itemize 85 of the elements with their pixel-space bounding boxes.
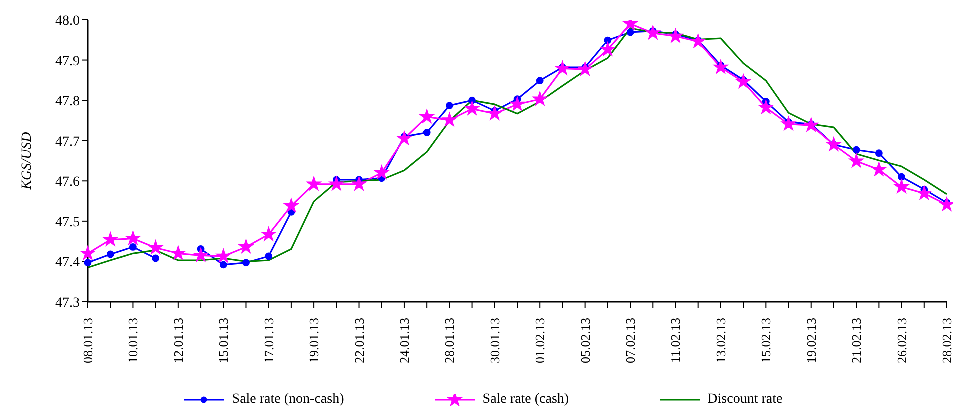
x-tick-label: 19.01.13	[306, 318, 322, 364]
y-tick-label: 48.0	[56, 14, 80, 29]
point	[556, 61, 570, 75]
point	[84, 259, 92, 267]
point	[532, 92, 548, 106]
y-tick-label: 47.3	[56, 296, 80, 311]
point	[875, 150, 883, 158]
x-tick-label: 30.01.13	[487, 318, 502, 364]
legend-label: Discount rate	[708, 392, 783, 408]
x-tick-label: 22.01.13	[352, 318, 367, 364]
x-tick-label: 01.02.13	[532, 318, 548, 364]
point	[536, 77, 544, 85]
point	[804, 118, 819, 132]
point	[239, 240, 254, 254]
x-tick-label: 19.02.13	[804, 318, 819, 364]
point	[488, 106, 502, 120]
x-tick-label: 08.01.13	[80, 318, 96, 364]
point	[242, 259, 250, 267]
point	[126, 231, 140, 245]
point	[148, 240, 163, 254]
x-tick-label: 21.02.13	[849, 318, 864, 364]
point	[646, 26, 660, 40]
x-tick-label: 15.02.13	[758, 318, 774, 364]
x-tick-label: 24.01.13	[396, 318, 412, 364]
point	[265, 252, 273, 260]
point	[759, 100, 774, 114]
point	[171, 246, 186, 260]
point	[220, 261, 228, 269]
point	[872, 162, 886, 176]
y-tick-label: 47.7	[56, 134, 80, 150]
point	[714, 60, 728, 74]
point	[600, 42, 616, 56]
y-axis-title: KGS/USD	[20, 132, 35, 191]
point	[103, 232, 118, 246]
y-tick-label: 47.4	[56, 256, 80, 271]
x-tick-label: 17.01.13	[261, 318, 276, 364]
point	[374, 166, 390, 180]
point	[578, 62, 592, 76]
point	[898, 173, 906, 181]
legend-label: Sale rate (cash)	[482, 392, 570, 408]
x-tick-label: 12.01.13	[170, 318, 186, 364]
point	[736, 74, 751, 88]
point	[130, 244, 137, 251]
point	[306, 176, 322, 191]
point	[106, 250, 114, 258]
point	[352, 176, 366, 191]
y-tick-label: 47.8	[56, 94, 80, 110]
point	[917, 186, 932, 200]
point	[397, 131, 412, 146]
x-tick-label: 28.02.13	[940, 318, 954, 364]
point	[446, 102, 454, 110]
point	[442, 112, 457, 126]
point	[80, 246, 96, 260]
x-tick-label: 13.02.13	[713, 318, 728, 364]
point	[782, 116, 796, 131]
point	[420, 110, 434, 124]
x-tick-label: 11.02.13	[668, 318, 684, 364]
point	[826, 137, 842, 152]
point	[626, 28, 634, 36]
point	[510, 97, 525, 111]
x-tick-label: 28.01.13	[442, 318, 458, 364]
x-tick-label: 07.02.13	[623, 318, 638, 364]
y-tick-label: 47.9	[56, 54, 80, 70]
point	[330, 176, 344, 191]
point	[262, 227, 276, 241]
x-tick-label: 10.01.13	[126, 318, 141, 364]
point	[465, 102, 480, 116]
y-tick-label: 47.5	[56, 215, 80, 230]
x-tick-label: 26.02.13	[894, 318, 910, 364]
point	[852, 146, 860, 154]
point	[284, 198, 299, 212]
x-tick-label: 15.01.13	[216, 318, 232, 364]
point	[423, 129, 431, 136]
point	[216, 248, 231, 263]
point	[940, 197, 953, 212]
legend-label: Sale rate (non-cash)	[232, 392, 344, 408]
point	[152, 254, 160, 262]
point	[691, 34, 706, 48]
point	[604, 36, 612, 44]
point	[668, 29, 683, 43]
point	[849, 154, 864, 168]
point	[894, 180, 909, 194]
point	[194, 248, 208, 262]
y-tick-label: 47.6	[56, 175, 80, 190]
x-tick-label: 05.02.13	[578, 318, 593, 364]
